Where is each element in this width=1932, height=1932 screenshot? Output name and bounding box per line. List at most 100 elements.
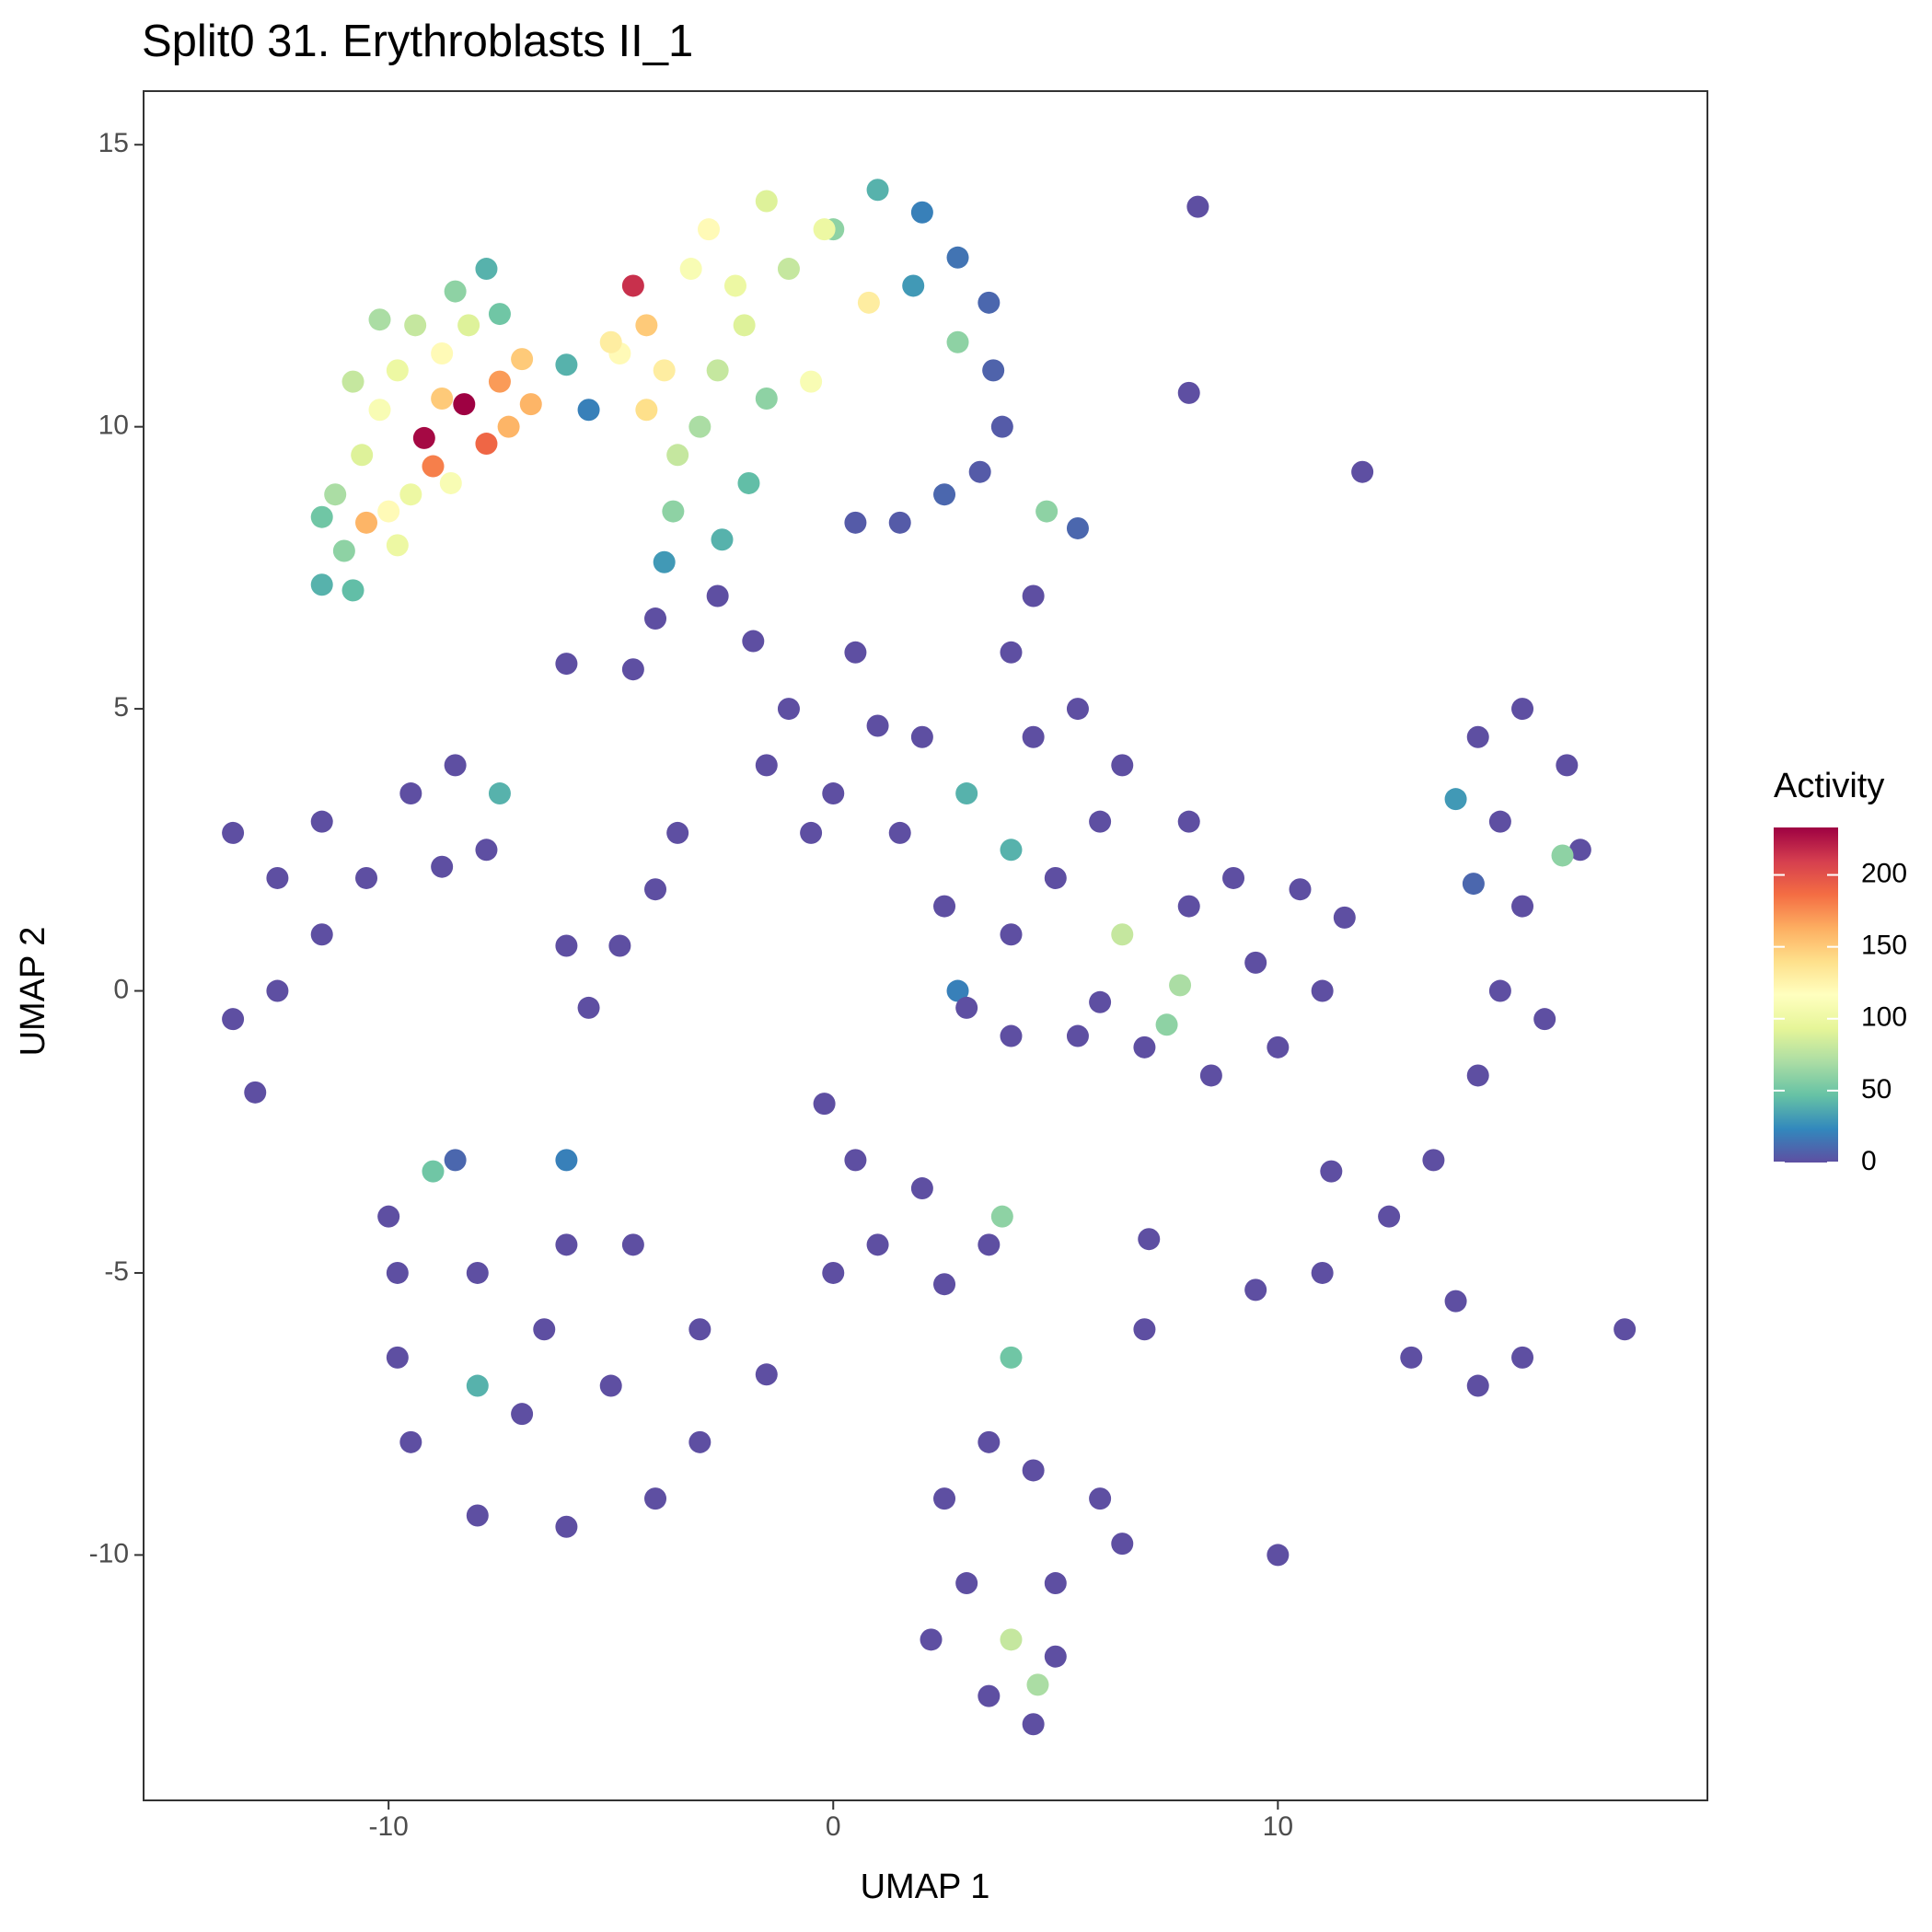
point <box>533 1318 556 1341</box>
point <box>946 979 969 1002</box>
point <box>444 280 467 303</box>
point <box>222 1008 245 1031</box>
point <box>1551 844 1574 867</box>
point <box>1533 1008 1556 1031</box>
point <box>1556 754 1579 777</box>
point <box>933 1273 956 1296</box>
point <box>332 539 355 562</box>
point <box>644 607 667 631</box>
point <box>399 782 422 805</box>
y-tick-label: 5 <box>113 692 129 723</box>
point <box>706 584 729 607</box>
point <box>1022 725 1045 748</box>
point <box>599 330 622 353</box>
point <box>1462 873 1485 896</box>
point <box>310 573 333 596</box>
point <box>697 218 720 241</box>
point <box>386 359 409 382</box>
panel-border <box>143 90 1708 1801</box>
point <box>844 641 867 664</box>
point <box>1133 1035 1156 1059</box>
point <box>822 1261 845 1284</box>
point <box>1466 1374 1489 1397</box>
point <box>888 511 911 534</box>
point <box>488 370 511 393</box>
point <box>577 399 600 422</box>
colorbar-tick-label: 200 <box>1861 858 1907 888</box>
point <box>635 314 658 337</box>
point <box>978 1233 1001 1256</box>
point <box>688 1318 711 1341</box>
point <box>723 274 746 297</box>
point <box>555 653 578 676</box>
point <box>755 190 778 213</box>
point <box>777 258 800 281</box>
y-tick-label: -5 <box>104 1256 129 1287</box>
point <box>310 505 333 528</box>
point <box>386 1346 409 1369</box>
point <box>1035 500 1059 523</box>
point <box>1199 1064 1222 1087</box>
point <box>555 1233 578 1256</box>
point <box>1311 1261 1334 1284</box>
point <box>466 1504 489 1527</box>
point <box>1111 1533 1134 1556</box>
y-axis-label: UMAP 2 <box>14 927 52 1057</box>
point <box>777 698 800 721</box>
point <box>800 370 823 393</box>
point <box>982 359 1005 382</box>
point <box>888 821 911 844</box>
point <box>310 923 333 946</box>
point <box>990 415 1013 438</box>
point <box>608 934 631 957</box>
point <box>1444 788 1467 811</box>
point <box>910 725 933 748</box>
point <box>475 258 498 281</box>
point <box>1466 1064 1489 1087</box>
point <box>1466 725 1489 748</box>
point <box>946 246 969 269</box>
point <box>511 348 534 371</box>
x-tick-label: -10 <box>368 1811 408 1842</box>
point <box>577 996 600 1019</box>
point <box>457 314 480 337</box>
point <box>653 550 676 573</box>
point <box>688 415 711 438</box>
point <box>621 658 644 681</box>
point <box>368 308 391 331</box>
point <box>955 782 978 805</box>
point <box>822 782 845 805</box>
point <box>555 1149 578 1172</box>
colorbar-tick-label: 50 <box>1861 1074 1892 1105</box>
point <box>431 388 454 411</box>
point <box>1422 1149 1445 1172</box>
point <box>990 1205 1013 1228</box>
legend-title: Activity <box>1774 767 1884 805</box>
point <box>266 866 289 889</box>
point <box>1066 516 1089 539</box>
point <box>1488 979 1511 1002</box>
point <box>978 291 1001 314</box>
point <box>679 258 702 281</box>
point <box>866 714 889 737</box>
y-tick-label: -10 <box>89 1538 129 1568</box>
point <box>755 754 778 777</box>
point <box>1000 1628 1023 1651</box>
point <box>466 1374 489 1397</box>
point <box>399 483 422 506</box>
point <box>866 179 889 202</box>
point <box>404 314 427 337</box>
point <box>422 455 445 478</box>
point <box>386 534 409 557</box>
colorbar-tick-label: 0 <box>1861 1146 1877 1176</box>
point <box>644 1487 667 1510</box>
colorbar-tick-label: 150 <box>1861 931 1907 961</box>
point <box>431 855 454 878</box>
point <box>653 359 676 382</box>
point <box>866 1233 889 1256</box>
point <box>444 754 467 777</box>
point <box>1066 698 1089 721</box>
point <box>599 1374 622 1397</box>
point <box>1155 1013 1178 1036</box>
colorbar-tick-label: 100 <box>1861 1002 1907 1033</box>
